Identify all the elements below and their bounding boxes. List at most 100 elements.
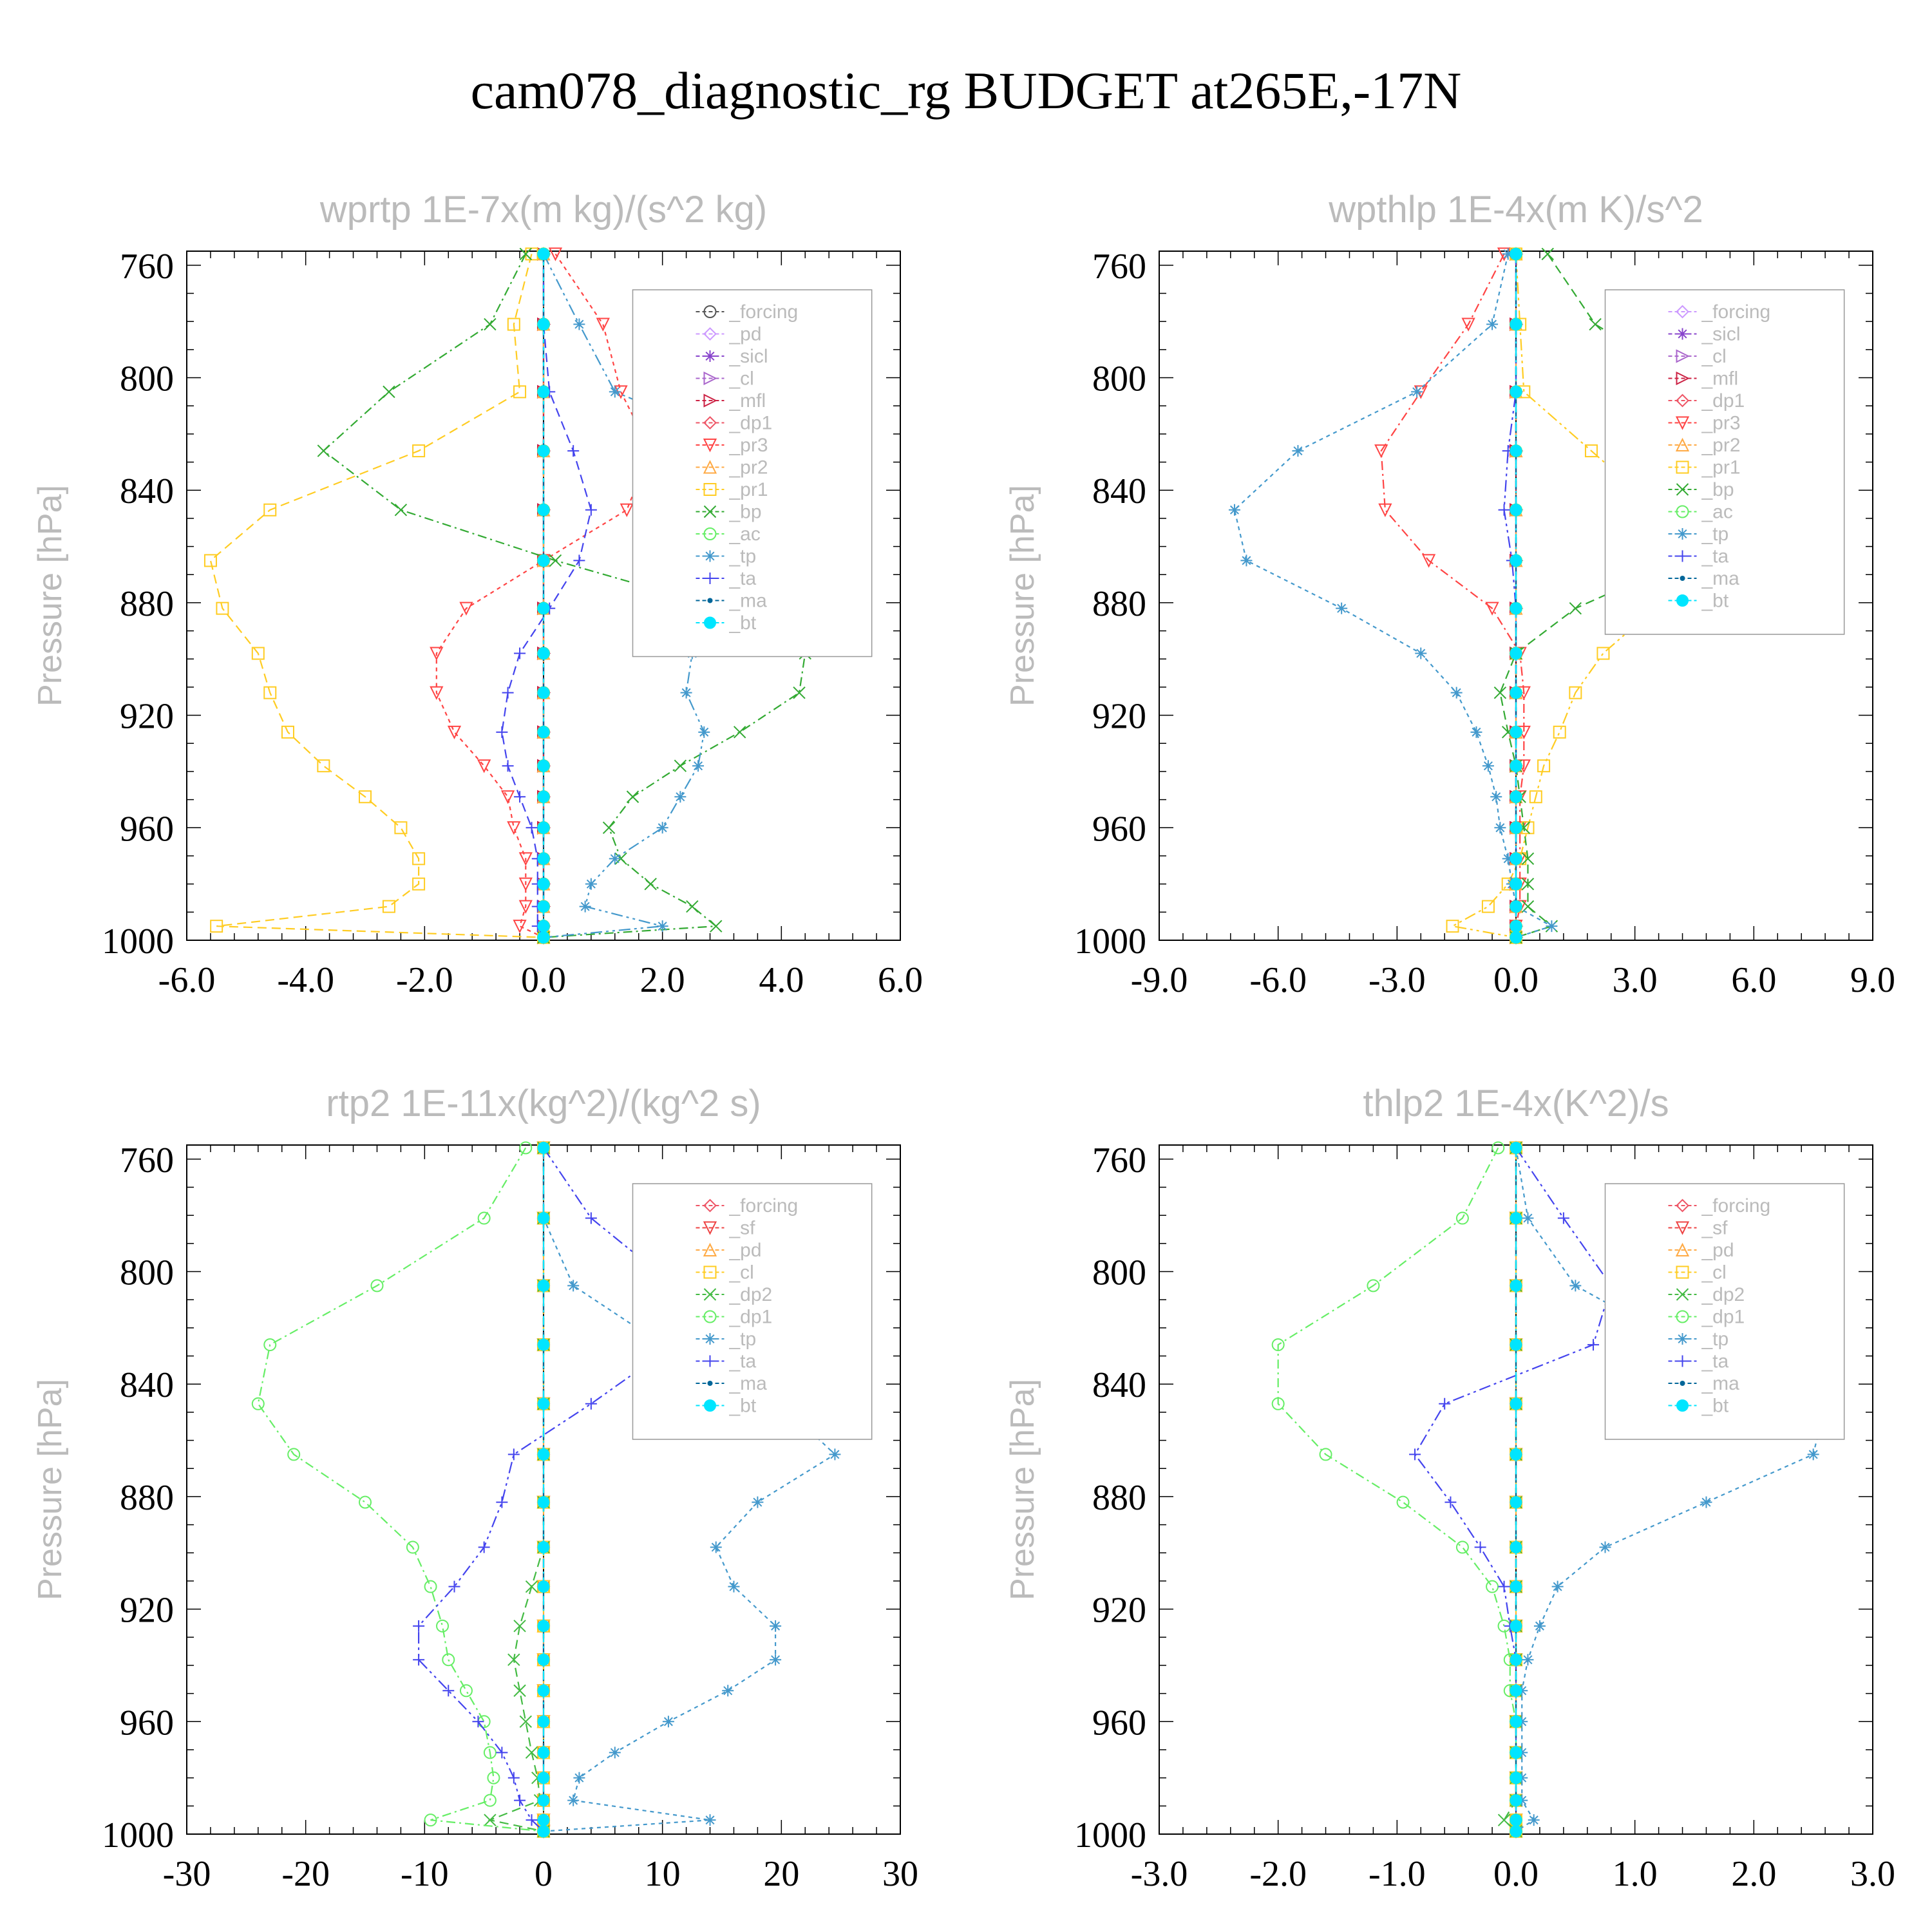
legend-label: _forcing [1701, 301, 1771, 323]
data-point [567, 1794, 580, 1806]
data-point [537, 790, 550, 803]
data-point [263, 1338, 277, 1352]
series-line [1277, 1147, 1517, 1832]
y-tick-label: 800 [1092, 1253, 1146, 1293]
data-point [210, 920, 223, 933]
data-point [525, 1746, 538, 1759]
data-point [567, 1280, 580, 1292]
data-point [487, 1771, 500, 1785]
data-point [483, 1746, 497, 1759]
legend-swatch-marker [1676, 371, 1690, 386]
legend-swatch-marker [1676, 393, 1689, 408]
series-ta [1498, 248, 1522, 943]
data-point [537, 1715, 550, 1728]
data-point [507, 317, 520, 331]
legend-swatch-marker [704, 1399, 716, 1412]
data-point [1569, 601, 1582, 615]
data-point [1510, 1580, 1522, 1593]
legend-label: _ta [729, 568, 757, 589]
legend-box [632, 1183, 873, 1440]
data-point [1396, 1495, 1410, 1509]
data-point [674, 791, 687, 803]
series-line [1503, 254, 1517, 938]
data-point [537, 385, 550, 398]
legend-swatch-marker [1675, 437, 1690, 451]
data-point [1510, 504, 1522, 516]
y-axis-label: Pressure [hPa] [32, 485, 69, 706]
data-point [1481, 900, 1495, 913]
y-tick-label: 800 [120, 1253, 174, 1293]
legend-swatch-marker [703, 460, 717, 474]
data-point [537, 931, 550, 944]
legend-swatch-marker [703, 1242, 717, 1256]
data-point [1528, 1814, 1540, 1826]
data-point [602, 821, 616, 835]
data-point [507, 1653, 520, 1666]
data-point [1492, 1141, 1505, 1155]
data-point [537, 318, 550, 331]
legend-label: _ma [729, 1373, 768, 1394]
x-tick-label: 3.0 [1850, 1854, 1895, 1894]
legend-swatch-marker [1676, 1310, 1689, 1323]
series-line [209, 254, 544, 938]
series-dp2 [484, 1141, 550, 1838]
series-bt [1510, 1141, 1522, 1838]
data-point [752, 1496, 764, 1508]
data-point [1502, 853, 1514, 865]
legend-label: _pr3 [729, 435, 768, 456]
data-point [1510, 1212, 1522, 1225]
data-point [537, 1541, 550, 1554]
series-line [1233, 254, 1554, 938]
data-point [596, 317, 610, 332]
data-point [1587, 1339, 1600, 1351]
legend-label: _sicl [1701, 324, 1741, 345]
data-point [1485, 601, 1499, 616]
data-point [514, 791, 526, 803]
data-point [1510, 852, 1522, 865]
data-point [1584, 444, 1598, 458]
x-tick-label: 2.0 [640, 960, 685, 1000]
data-point [507, 821, 521, 835]
data-point [514, 647, 526, 659]
data-point [1510, 759, 1522, 772]
data-point [251, 1397, 265, 1410]
panel-title: thlp2 1E-4x(K^2)/s [1363, 1083, 1669, 1124]
legend-swatch-marker [703, 1198, 717, 1213]
x-tick-label: -6.0 [158, 960, 216, 1000]
y-tick-label: 920 [120, 697, 174, 737]
data-point [1510, 1496, 1522, 1509]
legend-swatch-marker [703, 483, 717, 496]
data-point [1411, 386, 1423, 398]
data-point [1421, 554, 1436, 568]
data-point [1569, 1280, 1582, 1292]
data-point [1510, 1772, 1522, 1785]
y-tick-label: 1000 [102, 922, 174, 961]
legend-label: _mfl [729, 390, 766, 412]
data-point [436, 1619, 450, 1633]
data-point [412, 444, 426, 458]
data-point [662, 1716, 674, 1728]
x-tick-label: 1.0 [1613, 1854, 1658, 1894]
data-point [537, 1580, 550, 1593]
data-point [1510, 726, 1522, 739]
legend-swatch-marker [704, 350, 716, 362]
series-bt [537, 1141, 550, 1838]
data-point [359, 1495, 372, 1509]
x-tick-label: -2.0 [1249, 1854, 1307, 1894]
data-point [609, 386, 621, 398]
data-point [1228, 504, 1240, 516]
data-point [1510, 1279, 1522, 1292]
y-axis-label: Pressure [hPa] [1004, 1379, 1041, 1600]
legend-label: _bp [729, 502, 762, 523]
legend-label: _ma [729, 591, 768, 612]
data-point [1510, 878, 1522, 891]
data-point [1498, 1580, 1510, 1593]
y-tick-label: 800 [1092, 359, 1146, 399]
legend: _forcing_sf_pd_cl_dp2_dp1_tp_ta_ma_bt [632, 1183, 873, 1440]
x-tick-label: 6.0 [878, 960, 923, 1000]
data-point [1292, 445, 1304, 457]
data-point [1486, 1580, 1499, 1593]
chart-panel-2: wpthlp 1E-4x(m K)/s^2 Pressure [hPa] 760 80… [1004, 189, 1895, 1000]
series-line [1450, 254, 1683, 938]
legend-swatch-marker [703, 1288, 717, 1301]
